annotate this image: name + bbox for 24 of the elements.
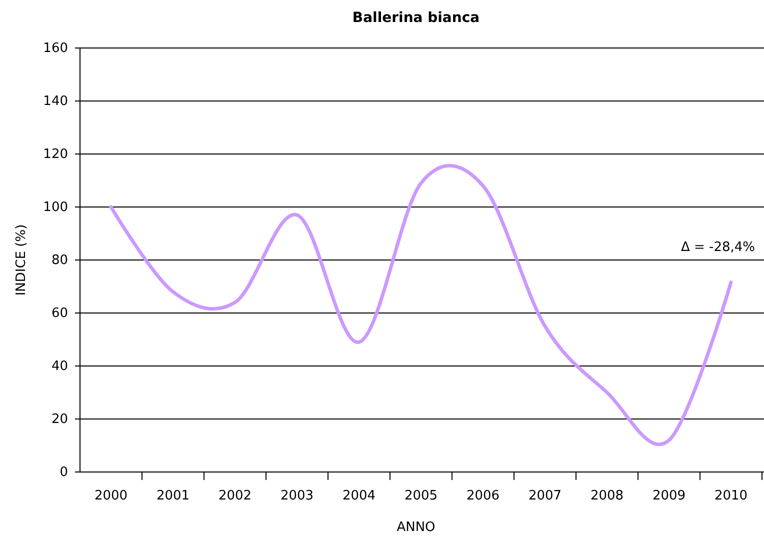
x-tick-label: 2000 [94,488,128,504]
y-tick-label: 80 [51,253,68,268]
x-tick-label: 2010 [714,488,748,504]
y-tick-label: 20 [51,412,68,428]
y-tick-label: 60 [51,306,68,322]
x-tick-label: 2009 [652,488,686,504]
y-tick-label: 100 [43,200,68,216]
y-tick-label: 40 [51,359,68,374]
y-tick-label: 120 [43,147,68,162]
x-tick-label: 2008 [590,488,624,504]
x-tick-label: 2007 [528,488,562,504]
x-tick-label: 2004 [342,488,376,504]
y-tick-label: 160 [43,41,68,56]
x-axis-title: ANNO [396,520,436,535]
chart-title: Ballerina bianca [352,10,480,26]
x-tick-label: 2006 [466,488,500,504]
y-tick-label: 140 [43,94,68,110]
annotation: Δ = -28,4% [680,240,755,255]
y-tick-label: 0 [60,465,68,480]
x-tick-label: 2003 [280,488,314,504]
x-tick-label: 2001 [156,488,190,504]
x-tick-label: 2005 [404,488,438,504]
x-tick-label: 2002 [218,488,252,504]
y-axis-title: INDICE (%) [14,224,29,296]
